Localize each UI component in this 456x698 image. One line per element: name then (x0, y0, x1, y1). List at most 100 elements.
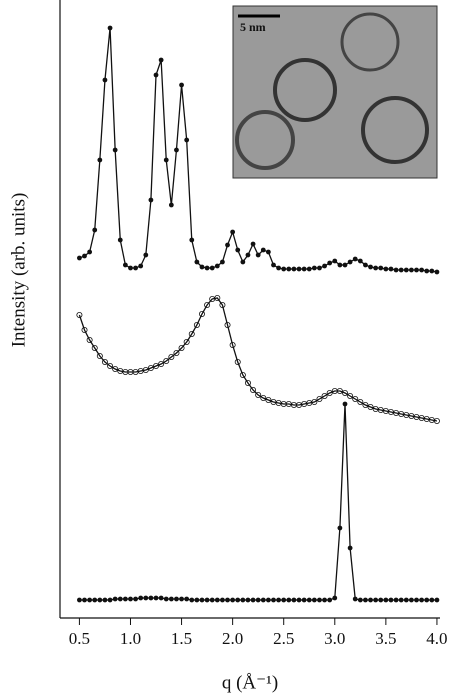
data-point (352, 256, 358, 262)
data-point (194, 597, 200, 603)
data-point (92, 227, 98, 233)
data-point (133, 265, 138, 271)
data-point (347, 259, 353, 265)
data-point (271, 262, 276, 268)
data-point (398, 597, 404, 603)
data-point (225, 242, 230, 248)
inset-texture (361, 96, 429, 164)
data-point (433, 417, 440, 424)
data-point (117, 237, 123, 243)
data-point (434, 269, 440, 275)
x-tick-label: 3.5 (375, 629, 396, 648)
data-point (255, 252, 261, 258)
data-point (107, 597, 113, 603)
data-point (332, 595, 338, 601)
x-tick-label: 1.0 (120, 629, 141, 648)
inset-texture (235, 110, 295, 170)
data-point (148, 197, 154, 203)
data-point (265, 597, 271, 603)
data-point (250, 241, 256, 247)
data-point (362, 401, 369, 408)
data-point (234, 358, 241, 365)
data-point (250, 386, 257, 393)
data-point (291, 266, 297, 272)
data-point (250, 597, 256, 603)
data-point (209, 597, 215, 603)
data-point (271, 597, 276, 603)
data-point (368, 597, 373, 603)
data-point (138, 263, 144, 269)
data-point (193, 321, 200, 328)
data-point (143, 595, 149, 601)
data-point (419, 267, 425, 273)
data-point (179, 82, 184, 88)
data-point (133, 596, 138, 602)
data-point (96, 352, 103, 359)
inset: 5 nm (232, 5, 438, 179)
data-point (244, 379, 251, 386)
data-point (347, 545, 353, 551)
data-point (378, 265, 384, 271)
series-line (78, 297, 438, 422)
data-point (225, 597, 230, 603)
data-point (97, 597, 103, 603)
x-axis-label: q (Å⁻¹) (222, 672, 278, 693)
data-point (311, 265, 317, 271)
data-point (188, 330, 195, 337)
data-point (286, 266, 292, 272)
data-point (128, 265, 133, 271)
data-point (214, 294, 221, 301)
data-point (398, 267, 404, 273)
data-point (301, 597, 307, 603)
data-point (352, 596, 358, 602)
data-point (184, 137, 190, 143)
data-point (173, 349, 180, 356)
data-point (97, 157, 103, 163)
data-point (147, 364, 154, 371)
data-point (189, 237, 195, 243)
data-point (352, 395, 359, 402)
data-point (183, 338, 190, 345)
data-point (76, 311, 83, 318)
data-point (296, 266, 302, 272)
data-point (317, 265, 322, 271)
data-point (174, 596, 179, 602)
data-point (163, 596, 169, 602)
data-point (179, 596, 184, 602)
data-point (429, 268, 435, 274)
data-point (230, 597, 236, 603)
data-point (260, 247, 266, 253)
data-point (122, 596, 128, 602)
data-point (317, 597, 322, 603)
data-point (373, 265, 379, 271)
data-point (327, 597, 333, 603)
x-tick-label: 4.0 (426, 629, 447, 648)
data-point (311, 398, 318, 405)
data-point (326, 389, 333, 396)
data-point (301, 266, 307, 272)
data-point (363, 597, 368, 603)
data-point (337, 262, 343, 268)
data-point (77, 255, 82, 261)
data-point (163, 357, 170, 364)
data-point (101, 358, 108, 365)
data-point (276, 265, 282, 271)
data-point (158, 57, 164, 63)
data-point (148, 595, 154, 601)
data-point (168, 596, 174, 602)
data-point (281, 266, 287, 272)
data-point (296, 597, 302, 603)
data-point (245, 252, 251, 258)
data-point (204, 301, 211, 308)
data-point (429, 597, 435, 603)
data-point (224, 321, 231, 328)
data-point (107, 25, 113, 31)
data-point (198, 310, 205, 317)
data-point (220, 597, 225, 603)
data-point (403, 267, 409, 273)
data-point (388, 597, 394, 603)
data-point (357, 398, 364, 405)
data-point (87, 249, 93, 255)
data-point (178, 344, 185, 351)
